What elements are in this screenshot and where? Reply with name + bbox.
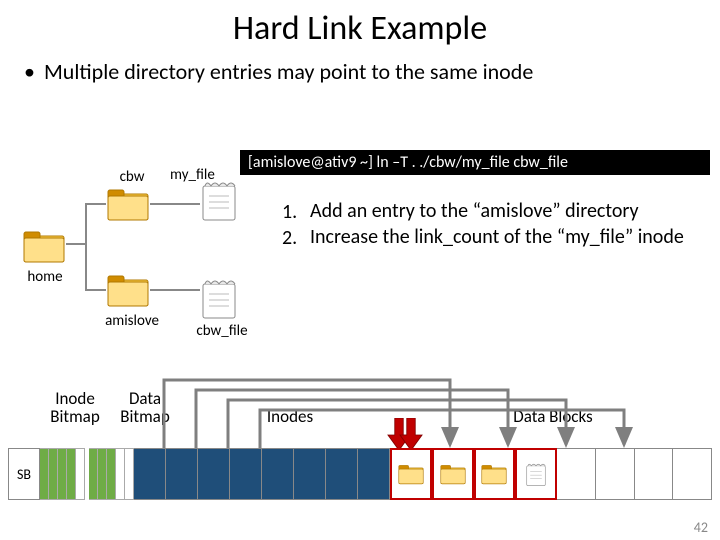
data-block-cell bbox=[635, 448, 674, 500]
inode-cell bbox=[262, 448, 294, 500]
inode-bitmap-col bbox=[67, 448, 76, 500]
inode-area bbox=[134, 448, 390, 500]
data-bitmap-col bbox=[107, 448, 116, 500]
bitmap-area bbox=[40, 448, 134, 500]
data-block-cell bbox=[390, 448, 432, 500]
step-2: 2. Increase the link_count of the “my_fi… bbox=[282, 226, 712, 250]
data-block-cell bbox=[596, 448, 635, 500]
disk-row: SB bbox=[8, 448, 712, 500]
data-block-cell bbox=[557, 448, 596, 500]
red-arrow-2 bbox=[398, 418, 424, 452]
inode-cell bbox=[134, 448, 166, 500]
data-bitmap-col bbox=[125, 448, 134, 500]
inode-cell bbox=[326, 448, 358, 500]
steps-list: 1. Add an entry to the “amislove” direct… bbox=[282, 200, 712, 252]
inode-cell bbox=[358, 448, 390, 500]
slide-title: Hard Link Example bbox=[0, 0, 720, 49]
inode-bitmap-col bbox=[49, 448, 58, 500]
step-1-num: 1. bbox=[282, 200, 310, 224]
inode-cell bbox=[230, 448, 262, 500]
step-2-num: 2. bbox=[282, 226, 310, 250]
step-2-text: Increase the link_count of the “my_file”… bbox=[310, 226, 712, 250]
inode-bitmap-col bbox=[76, 448, 85, 500]
step-1-text: Add an entry to the “amislove” directory bbox=[310, 200, 712, 224]
page-number: 42 bbox=[694, 519, 708, 536]
data-block-cell bbox=[515, 448, 557, 500]
data-bitmap-col bbox=[89, 448, 98, 500]
inode-cell bbox=[198, 448, 230, 500]
inode-bitmap-col bbox=[58, 448, 67, 500]
data-block-cell bbox=[432, 448, 474, 500]
block-area bbox=[390, 448, 712, 500]
data-bitmap-col bbox=[116, 448, 125, 500]
sb-cell: SB bbox=[8, 448, 40, 500]
data-block-cell bbox=[673, 448, 712, 500]
data-bitmap-col bbox=[98, 448, 107, 500]
terminal-command: [amislove@ativ9 ~] ln –T . ./cbw/my_file… bbox=[240, 150, 710, 175]
inode-cell bbox=[294, 448, 326, 500]
inode-cell bbox=[166, 448, 198, 500]
inode-bitmap-col bbox=[40, 448, 49, 500]
bullet-text: Multiple directory entries may point to … bbox=[0, 49, 720, 85]
tree-connectors bbox=[22, 182, 252, 342]
step-1: 1. Add an entry to the “amislove” direct… bbox=[282, 200, 712, 224]
data-block-cell bbox=[474, 448, 516, 500]
